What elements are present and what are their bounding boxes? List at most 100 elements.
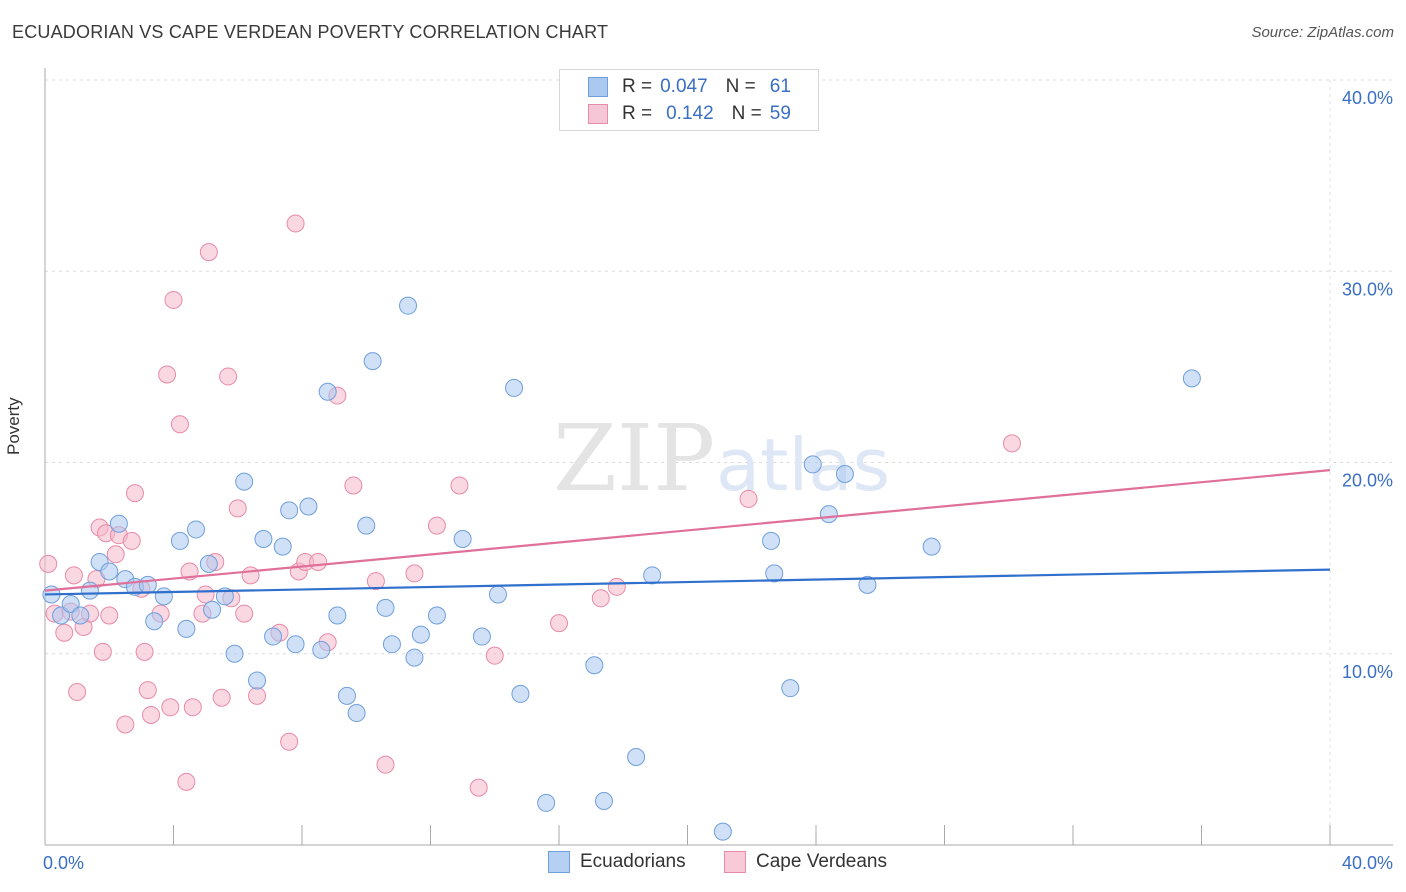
cape-verdean-point — [366, 572, 385, 591]
ecuadorian-point — [399, 296, 418, 315]
ecuadorian-point — [835, 464, 854, 483]
y-tick-label: 40.0% — [1342, 88, 1393, 108]
cape-verdean-point — [1002, 434, 1021, 453]
cape-verdean-point — [93, 642, 112, 661]
ecuadorian-point — [186, 520, 205, 539]
ecuadorian-point — [299, 497, 318, 516]
cape-verdean-point — [344, 476, 363, 495]
ecuadorian-point — [109, 514, 128, 533]
ecuadorian-point — [643, 566, 662, 585]
ecuadorian-point — [713, 822, 732, 841]
cape-verdean-point — [376, 755, 395, 774]
ecuadorian-point — [411, 625, 430, 644]
ecuadorian-point — [627, 748, 646, 767]
cape-verdean-point — [177, 772, 196, 791]
y-tick-label: 20.0% — [1342, 471, 1393, 491]
y-tick-label: 30.0% — [1342, 279, 1393, 299]
cape-verdean-point — [39, 554, 58, 573]
cape-verdean-point — [183, 698, 202, 717]
cape-verdean-point — [280, 732, 299, 751]
ecuadorian-point — [286, 635, 305, 654]
cape-verdean-point — [286, 214, 305, 233]
n-label: N = — [725, 76, 756, 97]
cape-verdean-point — [122, 531, 141, 550]
cape-verdean-point — [135, 642, 154, 661]
n-value: 59 — [769, 103, 791, 124]
cape-verdean-point — [64, 566, 83, 585]
legend-label: Cape Verdeans — [756, 851, 887, 872]
ecuadorian-point — [61, 595, 80, 614]
ecuadorian-point — [71, 606, 90, 625]
tick-labels: 10.0% 20.0% 30.0% 40.0% 0.0% 40.0% — [43, 88, 1393, 873]
ecuadorian-point — [472, 627, 491, 646]
cape-verdean-point — [405, 564, 424, 583]
cape-verdean-point — [469, 778, 488, 797]
cape-verdean-point — [450, 476, 469, 495]
legend-label: Ecuadorians — [580, 851, 686, 872]
cape-verdean-point — [161, 698, 180, 717]
cape-verdean-point — [212, 688, 231, 707]
x-tick-label: 0.0% — [43, 853, 84, 873]
cape-verdean-point — [199, 243, 218, 262]
ecuadorian-point — [363, 352, 382, 371]
ecuadorian-point — [357, 516, 376, 535]
ecuadorian-point — [922, 537, 941, 556]
cape-verdean-point — [485, 646, 504, 665]
source-label: Source: ZipAtlas.com — [1251, 24, 1394, 41]
cape-verdean-point — [309, 552, 328, 571]
ecuadorian-point — [145, 612, 164, 631]
ecuadorian-point — [312, 640, 331, 659]
r-value: 0.047 — [660, 76, 708, 97]
ecuadorian-point — [511, 684, 530, 703]
ecuadorian-point — [100, 562, 119, 581]
correlation-legend: R = 0.047 N = 61 R = 0.142 N = 59 — [559, 69, 819, 131]
ecuadorian-point — [328, 606, 347, 625]
watermark-zip: ZIP — [553, 405, 715, 512]
cape-verdean-point — [219, 367, 238, 386]
ecuadorian-point — [254, 530, 273, 548]
ecuadorian-point — [781, 679, 800, 698]
legend-swatch-pink — [588, 104, 608, 124]
ecuadorian-point — [453, 530, 472, 548]
cape-verdean-point — [55, 623, 74, 642]
y-tick-label: 10.0% — [1342, 662, 1393, 682]
ecuadorian-point — [819, 505, 838, 524]
legend-row-cape-verdeans: R = 0.142 N = 59 — [588, 101, 791, 127]
ecuadorian-point — [405, 648, 424, 667]
ecuadorian-point — [225, 644, 244, 663]
ecuadorian-point — [80, 581, 99, 600]
n-value: 61 — [769, 76, 791, 97]
ecuadorian-point — [803, 455, 822, 474]
cape-verdean-point — [607, 577, 626, 596]
cape-verdeans-trend-line — [44, 469, 1331, 592]
ecuadorians-trend-line — [44, 568, 1331, 596]
ecuadorian-point — [585, 656, 604, 675]
ecuadorian-point — [427, 606, 446, 625]
cape-verdean-point — [427, 516, 446, 535]
watermark: ZIP atlas — [553, 405, 890, 512]
chart-title: ECUADORIAN VS CAPE VERDEAN POVERTY CORRE… — [12, 22, 609, 42]
r-label: R = — [622, 76, 653, 97]
legend-row-ecuadorians: R = 0.047 N = 61 — [588, 74, 791, 100]
cape-verdean-point — [158, 365, 177, 384]
ecuadorian-point — [264, 627, 283, 646]
ecuadorian-point — [177, 619, 196, 638]
legend-item-cape-verdeans: Cape Verdeans — [724, 851, 887, 873]
cape-verdean-point — [138, 681, 157, 700]
x-tick-label: 40.0% — [1342, 853, 1393, 873]
ecuadorian-point — [765, 564, 784, 583]
legend-item-ecuadorians: Ecuadorians — [548, 851, 686, 873]
ecuadorians-points — [42, 296, 1201, 841]
ecuadorian-point — [154, 587, 173, 606]
ecuadorian-point — [762, 531, 781, 550]
ecuadorian-point — [382, 635, 401, 654]
ecuadorian-point — [199, 554, 218, 573]
ecuadorian-point — [488, 585, 507, 604]
ecuadorian-point — [1182, 369, 1201, 388]
cape-verdean-point — [739, 489, 758, 508]
cape-verdean-point — [68, 683, 87, 701]
cape-verdean-point — [164, 290, 183, 309]
cape-verdean-point — [170, 415, 189, 434]
ecuadorian-point — [203, 600, 222, 619]
ecuadorian-point — [537, 793, 556, 812]
